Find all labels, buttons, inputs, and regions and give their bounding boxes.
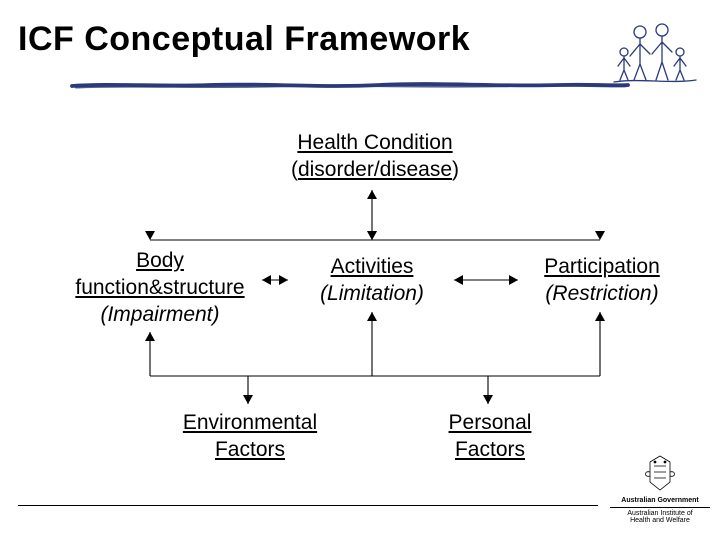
participation-line2: (Restriction): [545, 282, 658, 305]
node-body: Body function&structure (Impairment): [60, 248, 260, 329]
body-line3: (Impairment): [100, 303, 219, 326]
logo-line3: Health and Welfare: [610, 517, 710, 524]
health-line2: disorder/disease: [298, 158, 452, 181]
node-health-condition: Health Condition (disorder/disease): [255, 130, 495, 184]
footer-rule: [18, 505, 598, 506]
node-environmental: Environmental Factors: [160, 410, 340, 464]
body-line1: Body: [136, 249, 184, 272]
node-participation: Participation (Restriction): [522, 254, 682, 308]
personal-line1: Personal: [449, 411, 532, 434]
family-icon: [610, 18, 700, 90]
personal-line2: Factors: [455, 438, 525, 461]
participation-line1: Participation: [544, 255, 660, 278]
env-line2: Factors: [215, 438, 285, 461]
logo-line2: Australian Institute of: [610, 510, 710, 517]
page-title: ICF Conceptual Framework: [18, 20, 702, 59]
body-line2: function&structure: [75, 276, 244, 299]
title-area: ICF Conceptual Framework: [18, 20, 702, 59]
node-personal: Personal Factors: [420, 410, 560, 464]
logo-line1: Australian Government: [621, 497, 698, 504]
activities-line1: Activities: [331, 255, 414, 278]
health-paren-open: (: [291, 158, 298, 181]
health-paren-close: ): [452, 158, 459, 181]
gov-logo: Australian Government Australian Institu…: [610, 452, 710, 532]
title-underline: [70, 76, 630, 84]
health-line1: Health Condition: [297, 131, 452, 154]
env-line1: Environmental: [183, 411, 317, 434]
activities-line2: (Limitation): [320, 282, 424, 305]
node-activities: Activities (Limitation): [292, 254, 452, 308]
